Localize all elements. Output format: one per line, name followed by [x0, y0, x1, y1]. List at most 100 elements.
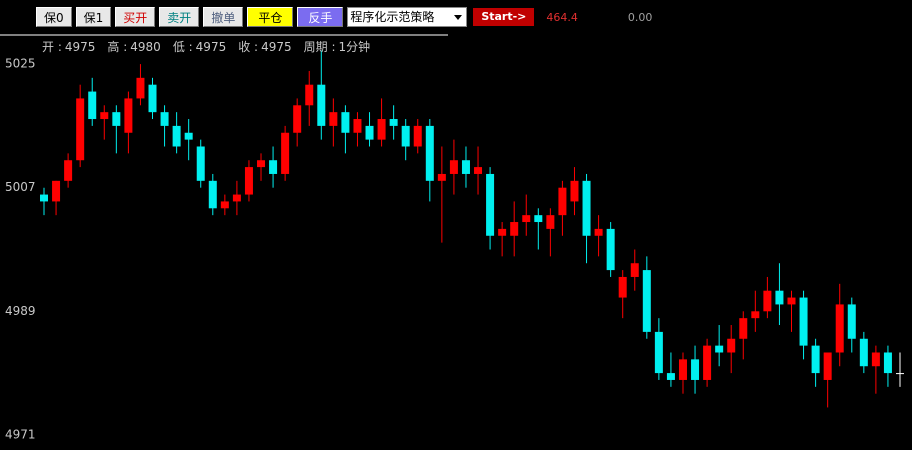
candle-body: [196, 146, 205, 181]
y-tick-label: 4971: [5, 427, 36, 441]
candle-body: [715, 345, 724, 353]
candle-body: [703, 345, 712, 380]
y-tick-label: 5025: [5, 57, 36, 71]
candle-body: [618, 276, 627, 298]
candle-body: [389, 119, 398, 126]
candle-body: [498, 228, 507, 236]
candle-body: [606, 228, 615, 271]
candle-body: [172, 125, 181, 147]
candle-body: [124, 98, 133, 133]
position: 0.00: [627, 10, 653, 24]
candle-body: [437, 173, 446, 181]
candle-body: [883, 352, 892, 374]
candle-body: [823, 352, 832, 380]
button[interactable]: 买开: [115, 7, 156, 27]
info-item: 收 :4975: [238, 38, 291, 55]
candle-body: [787, 297, 796, 305]
candle-body: [100, 112, 109, 120]
profit: 464.4: [546, 10, 578, 24]
candle-body: [510, 222, 519, 236]
y-tick-label: 5007: [5, 180, 36, 194]
candle-body: [365, 125, 374, 140]
candle-body: [751, 311, 760, 319]
candle-body: [353, 119, 362, 133]
candle-body: [425, 125, 434, 181]
candle-body: [449, 160, 458, 174]
candle-body: [871, 352, 880, 367]
candle-body: [52, 180, 61, 202]
button[interactable]: 保0: [36, 7, 72, 27]
candle-body: [474, 167, 483, 174]
candle-body: [329, 112, 338, 126]
candle-body: [811, 345, 820, 374]
strategy-select[interactable]: 程序化示范策略: [347, 7, 468, 27]
info-label: 收 :: [238, 40, 259, 54]
button[interactable]: 平仓: [247, 7, 294, 27]
candle-body: [666, 373, 675, 380]
info-label: 高 :: [107, 40, 128, 54]
candle-body: [859, 338, 868, 367]
candle-body: [64, 160, 73, 181]
candle-body: [546, 215, 555, 229]
candle-body: [244, 167, 253, 195]
start-button[interactable]: Start->: [473, 8, 535, 26]
candle-body: [136, 77, 145, 99]
candle-body: [148, 84, 157, 113]
candle-body: [558, 187, 567, 216]
candle-body: [630, 263, 639, 277]
candle-body: [570, 180, 579, 202]
candle-body: [317, 84, 326, 126]
info-item: 开 :4975: [42, 38, 95, 55]
info-line: 开 :4975 高 :4980 低 :4975 收 :4975 周期 :1分钟: [42, 38, 370, 55]
candle-body: [775, 290, 784, 305]
candle-body: [727, 338, 736, 353]
button[interactable]: 卖开: [159, 7, 200, 27]
candle-body: [184, 132, 193, 140]
candle-body: [377, 119, 386, 140]
candle-body: [835, 304, 844, 353]
candle-body: [88, 91, 97, 120]
candle-body: [40, 194, 48, 202]
candle-body: [534, 215, 543, 223]
candle-body: [257, 160, 266, 168]
candle-body: [413, 125, 422, 147]
button[interactable]: 保1: [75, 7, 112, 27]
candle-body: [305, 84, 314, 106]
candle-body: [847, 304, 856, 339]
candle-body: [341, 112, 350, 133]
candle-body: [654, 331, 663, 374]
info-item: 低 :4975: [173, 38, 226, 55]
info-value: 4980: [130, 40, 161, 54]
candle-body: [486, 173, 495, 236]
candle-body: [76, 98, 85, 161]
candle-body: [401, 125, 410, 147]
candle-body: [582, 180, 591, 236]
candle-body: [594, 228, 603, 236]
toolbar: 保0 保1 买开 卖开 撤单 平仓 反手 程序化示范策略 Start-> 464.4 0.00: [36, 6, 652, 28]
candle-body: [461, 160, 470, 174]
candle-body: [160, 112, 169, 126]
y-tick-label: 4989: [5, 304, 36, 318]
candle-body: [642, 270, 651, 332]
candle-body: [232, 194, 241, 202]
candle-body: [678, 359, 687, 380]
candle-body: [208, 180, 217, 209]
candle-body: [112, 112, 121, 126]
candle-body: [739, 318, 748, 339]
candle-body: [691, 359, 700, 380]
info-label: 低 :: [172, 40, 193, 54]
button[interactable]: 反手: [297, 7, 344, 27]
candle-body: [799, 297, 808, 346]
button[interactable]: 撤单: [203, 7, 244, 27]
candle-body: [522, 215, 531, 223]
info-label: 开 :: [42, 40, 62, 54]
candle-body: [896, 373, 904, 375]
info-item: 高 :4980: [107, 38, 160, 55]
candle-body: [763, 290, 772, 312]
candle-body: [281, 132, 290, 174]
info-value: 4975: [195, 40, 227, 54]
candle-body: [293, 105, 302, 133]
info-label: 周期 :: [303, 40, 336, 54]
